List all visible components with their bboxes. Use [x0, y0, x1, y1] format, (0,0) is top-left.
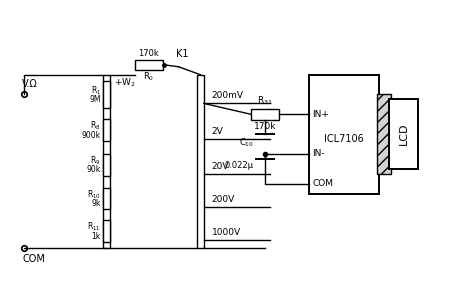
Text: ICL7106: ICL7106 — [324, 134, 364, 144]
Bar — [135, 60, 163, 70]
Text: R$_{31}$: R$_{31}$ — [257, 95, 273, 107]
Text: 170k: 170k — [254, 122, 276, 131]
Text: COM: COM — [22, 254, 45, 264]
Text: 20V: 20V — [212, 162, 229, 171]
Text: R$_1$: R$_1$ — [91, 84, 101, 97]
Text: R$_{11}$: R$_{11}$ — [87, 221, 101, 234]
Text: 1000V: 1000V — [212, 228, 241, 237]
Bar — [389, 99, 418, 169]
Text: R$_{10}$: R$_{10}$ — [87, 188, 101, 201]
Text: R$_9$: R$_9$ — [91, 155, 101, 167]
Bar — [377, 95, 391, 174]
Text: 900k: 900k — [82, 131, 101, 140]
Text: 0.022μ: 0.022μ — [225, 161, 254, 170]
Bar — [103, 81, 110, 108]
Bar — [103, 220, 110, 242]
Text: C$_{10}$: C$_{10}$ — [239, 136, 254, 149]
Bar — [310, 75, 379, 194]
Text: 9M: 9M — [89, 95, 101, 104]
Text: +W$_2$: +W$_2$ — [114, 76, 136, 89]
Text: LCD: LCD — [398, 123, 409, 145]
Text: 170k: 170k — [138, 49, 159, 58]
Text: COM: COM — [312, 179, 333, 188]
Text: 2V: 2V — [212, 127, 224, 136]
Text: IN+: IN+ — [312, 110, 329, 119]
Text: IN-: IN- — [312, 149, 325, 158]
Bar — [103, 188, 110, 209]
Text: 200mV: 200mV — [212, 91, 244, 101]
Text: R$_0$: R$_0$ — [143, 71, 155, 83]
Bar — [103, 119, 110, 141]
Text: R$_8$: R$_8$ — [91, 120, 101, 132]
Text: V.Ω: V.Ω — [22, 79, 38, 88]
Text: K1: K1 — [175, 49, 188, 59]
Text: 1k: 1k — [91, 231, 101, 241]
Bar — [103, 75, 110, 248]
Text: 200V: 200V — [212, 195, 235, 204]
Bar — [251, 109, 279, 120]
Text: 90k: 90k — [87, 165, 101, 174]
Text: 9k: 9k — [91, 199, 101, 208]
Bar — [103, 154, 110, 176]
Bar — [197, 75, 204, 248]
